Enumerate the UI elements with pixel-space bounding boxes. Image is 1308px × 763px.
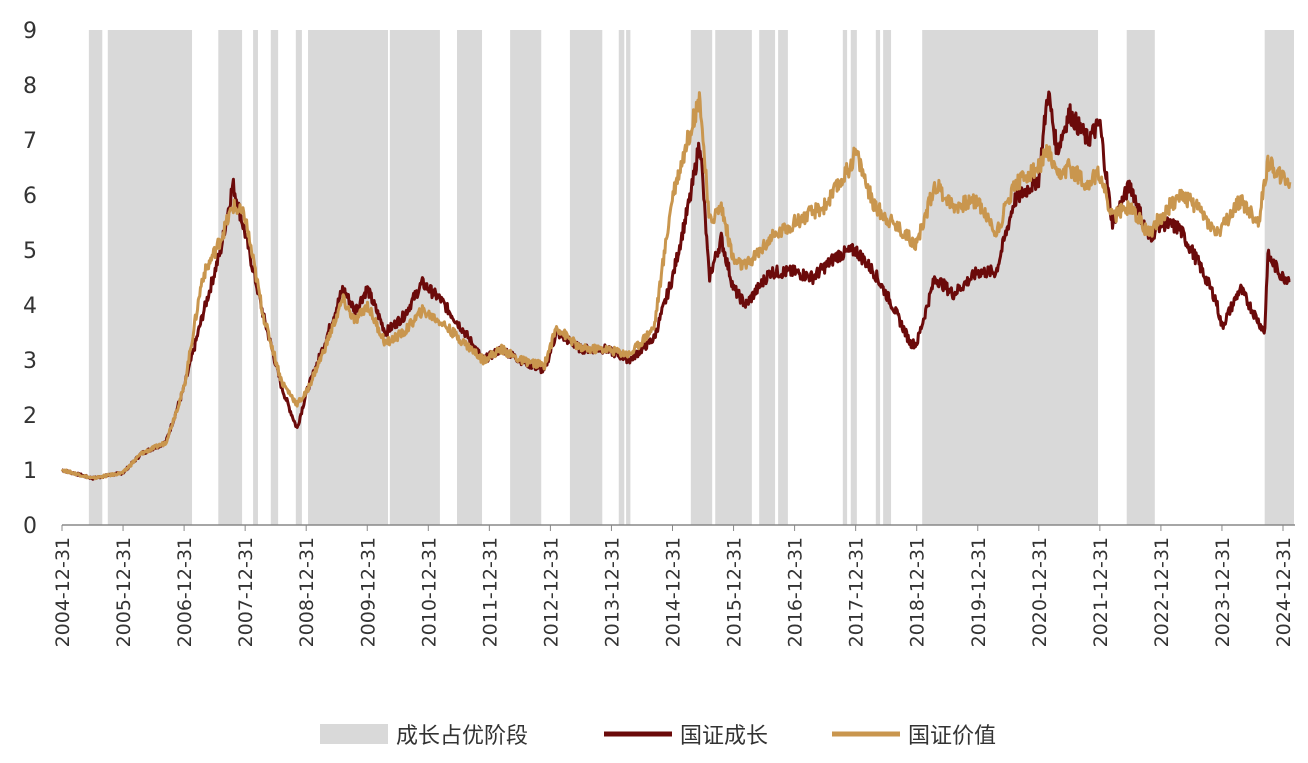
shaded-period — [510, 30, 542, 525]
x-tick-label: 2020-12-31 — [1029, 537, 1051, 647]
shaded-period — [270, 30, 279, 525]
shaded-period — [883, 30, 892, 525]
x-tick-label: 2014-12-31 — [663, 537, 685, 647]
x-tick-label: 2008-12-31 — [296, 537, 318, 647]
series-line-value — [60, 91, 1292, 481]
shaded-period — [626, 30, 631, 525]
legend: 成长占优阶段 国证成长 国证价值 — [320, 724, 996, 749]
legend-label-growth: 国证成长 — [680, 724, 768, 749]
x-tick-label: 2018-12-31 — [907, 537, 929, 647]
shaded-period — [618, 30, 625, 525]
shaded-period — [842, 30, 848, 525]
shaded-period — [88, 30, 103, 525]
x-tick-label: 2011-12-31 — [479, 537, 501, 647]
y-tick-label: 0 — [23, 514, 37, 539]
shaded-period — [107, 30, 193, 525]
shaded-period — [218, 30, 243, 525]
y-axis: 0 1 2 3 4 5 6 7 8 9 — [23, 19, 37, 539]
series-line-growth — [61, 90, 1291, 481]
shaded-period — [569, 30, 603, 525]
y-tick-label: 6 — [23, 184, 37, 209]
shaded-period — [850, 30, 857, 525]
series-lines — [60, 90, 1292, 481]
shaded-period — [389, 30, 440, 525]
y-tick-label: 2 — [23, 404, 37, 429]
x-tick-label: 2016-12-31 — [785, 537, 807, 647]
x-tick-label: 2017-12-31 — [846, 537, 868, 647]
x-tick-label: 2019-12-31 — [968, 537, 990, 647]
legend-label-shaded: 成长占优阶段 — [396, 724, 528, 749]
y-tick-label: 1 — [23, 459, 37, 484]
shaded-period — [1126, 30, 1155, 525]
x-tick-label: 2012-12-31 — [540, 537, 562, 647]
legend-swatch-shaded — [320, 724, 388, 744]
y-tick-label: 7 — [23, 129, 37, 154]
x-tick-label: 2009-12-31 — [357, 537, 379, 647]
x-axis: 2004-12-31 2005-12-31 2006-12-31 2007-12-31… — [52, 525, 1295, 647]
y-tick-label: 9 — [23, 19, 37, 44]
x-tick-label: 2010-12-31 — [418, 537, 440, 647]
shaded-period — [922, 30, 1099, 525]
y-tick-label: 8 — [23, 74, 37, 99]
x-tick-label: 2005-12-31 — [113, 537, 135, 647]
x-tick-label: 2022-12-31 — [1151, 537, 1173, 647]
x-tick-label: 2021-12-31 — [1090, 537, 1112, 647]
x-tick-label: 2013-12-31 — [601, 537, 623, 647]
legend-label-value: 国证价值 — [908, 724, 996, 749]
shaded-period — [295, 30, 302, 525]
x-tick-label: 2006-12-31 — [174, 537, 196, 647]
x-tick-label: 2004-12-31 — [52, 537, 74, 647]
shaded-periods — [88, 30, 1294, 525]
x-tick-label: 2007-12-31 — [235, 537, 257, 647]
shaded-period — [715, 30, 752, 525]
y-tick-label: 5 — [23, 239, 37, 264]
y-tick-label: 3 — [23, 349, 37, 374]
x-tick-label: 2015-12-31 — [724, 537, 746, 647]
shaded-period — [308, 30, 389, 525]
x-tick-label: 2023-12-31 — [1212, 537, 1234, 647]
x-tick-label: 2024-12-31 — [1273, 537, 1295, 647]
shaded-period — [456, 30, 483, 525]
y-tick-label: 4 — [23, 294, 37, 319]
